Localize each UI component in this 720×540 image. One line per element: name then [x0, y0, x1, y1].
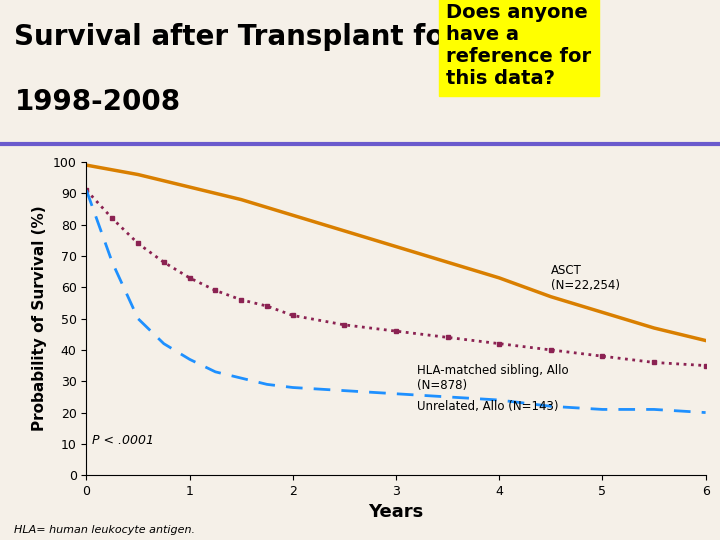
Text: Survival after Transplant for MM: Survival after Transplant for MM [14, 23, 523, 51]
Text: 1998-2008: 1998-2008 [14, 87, 181, 116]
X-axis label: Years: Years [369, 503, 423, 522]
Text: Unrelated, Allo (N=143): Unrelated, Allo (N=143) [417, 400, 558, 413]
Text: HLA= human leukocyte antigen.: HLA= human leukocyte antigen. [14, 524, 195, 535]
Y-axis label: Probability of Survival (%): Probability of Survival (%) [32, 206, 48, 431]
Text: HLA-matched sibling, Allo
(N=878): HLA-matched sibling, Allo (N=878) [417, 364, 568, 392]
Text: Does anyone
have a
reference for
this data?: Does anyone have a reference for this da… [446, 3, 592, 88]
Text: ASCT
(N=22,254): ASCT (N=22,254) [551, 264, 620, 292]
Text: P < .0001: P < .0001 [91, 434, 153, 447]
